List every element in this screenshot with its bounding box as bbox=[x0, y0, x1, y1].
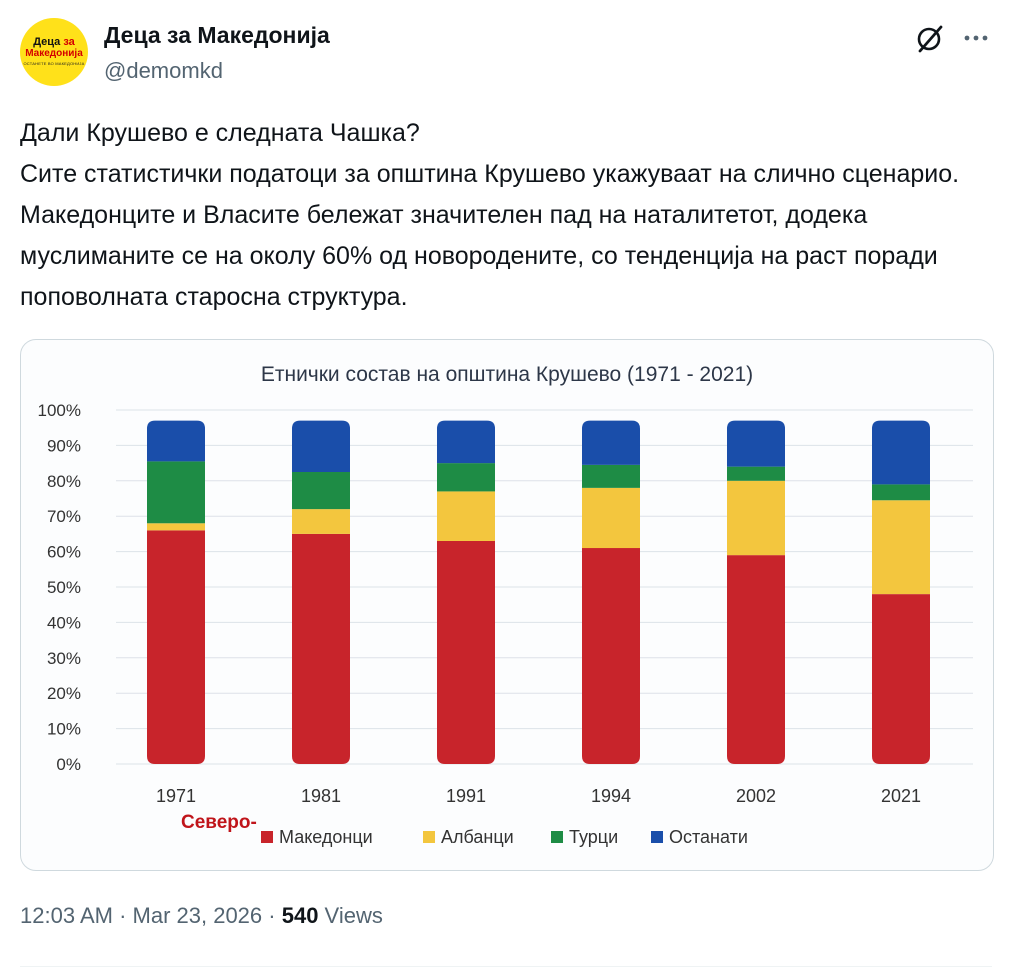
tweet-text-line-1: Дали Крушево е следната Чашка? bbox=[20, 119, 420, 147]
bar-segment bbox=[437, 491, 495, 541]
x-tick-label: 2021 bbox=[881, 786, 921, 806]
y-tick-label: 100% bbox=[38, 401, 81, 420]
bar-segment bbox=[872, 500, 930, 595]
author-handle[interactable]: @demomkd bbox=[104, 58, 223, 83]
tweet-text-paragraph-2: Сите статистички податоци за општина Кру… bbox=[20, 160, 960, 311]
bar-segment bbox=[582, 487, 640, 549]
bar-segment bbox=[147, 530, 205, 764]
bar-segment bbox=[147, 523, 205, 531]
y-tick-label: 70% bbox=[47, 507, 81, 526]
bar-segment bbox=[582, 464, 640, 488]
views-count[interactable]: 540 bbox=[281, 903, 319, 928]
bar-segment bbox=[872, 420, 930, 485]
legend-label: Останати bbox=[669, 827, 748, 847]
x-tick-label: 1994 bbox=[591, 786, 631, 806]
divider bbox=[20, 966, 992, 967]
bar-segment bbox=[147, 461, 205, 524]
more-icon[interactable] bbox=[958, 20, 994, 56]
chart-svg: Етнички состав на општина Крушево (1971 … bbox=[38, 363, 973, 847]
legend-swatch bbox=[261, 831, 273, 843]
bar-segment bbox=[582, 420, 640, 465]
tweet-date[interactable]: Mar 23, 2026 bbox=[132, 903, 263, 928]
bar-segment bbox=[292, 420, 350, 472]
legend-swatch bbox=[551, 831, 563, 843]
bar-segment bbox=[437, 463, 495, 492]
x-tick-label: 1981 bbox=[301, 786, 341, 806]
x-tick-label: 1971 bbox=[156, 786, 196, 806]
avatar-logo-line2: Македонија bbox=[25, 48, 83, 59]
meta-separator: · bbox=[112, 903, 133, 928]
bar-segment bbox=[437, 420, 495, 464]
y-tick-label: 30% bbox=[47, 649, 81, 668]
bar-segment bbox=[727, 555, 785, 764]
tweet-text: Дали Крушево е следната Чашка? Сите стат… bbox=[20, 113, 995, 318]
legend-label: Македонци bbox=[279, 827, 373, 847]
legend-label: Албанци bbox=[441, 827, 514, 847]
y-tick-label: 10% bbox=[47, 720, 81, 739]
bar-segment bbox=[292, 509, 350, 534]
avatar[interactable]: Деца за Македонија ОСТАНЕТЕ ВО МАКЕДОНИЈ… bbox=[20, 18, 88, 86]
y-tick-label: 80% bbox=[47, 472, 81, 491]
bar-segment bbox=[292, 533, 350, 764]
avatar-logo-line1: Деца за bbox=[33, 36, 75, 48]
meta-separator: · bbox=[262, 903, 282, 928]
chart-title: Етнички состав на општина Крушево (1971 … bbox=[261, 363, 753, 386]
x-tick-label: 2002 bbox=[736, 786, 776, 806]
y-tick-label: 20% bbox=[47, 684, 81, 703]
author-display-name[interactable]: Деца за Македонија bbox=[104, 22, 330, 48]
bar-segment bbox=[727, 480, 785, 556]
y-tick-label: 90% bbox=[47, 436, 81, 455]
y-tick-label: 40% bbox=[47, 613, 81, 632]
tweet-time[interactable]: 12:03 AM bbox=[20, 903, 113, 928]
avatar-logo-line3: ОСТАНЕТЕ ВО МАКЕДОНИЈА bbox=[23, 61, 85, 66]
y-tick-label: 60% bbox=[47, 543, 81, 562]
bar-segment bbox=[582, 548, 640, 764]
legend-swatch bbox=[423, 831, 435, 843]
tweet-meta: 12:03 AM · Mar 23, 2026 · 540 Views bbox=[20, 903, 383, 929]
tweet-image-chart[interactable]: Етнички состав на општина Крушево (1971 … bbox=[20, 339, 994, 871]
chart-annotation: Северо- bbox=[181, 812, 257, 833]
bar-segment bbox=[872, 594, 930, 764]
x-tick-label: 1991 bbox=[446, 786, 486, 806]
bar-segment bbox=[727, 420, 785, 467]
grok-icon[interactable] bbox=[912, 20, 948, 56]
legend-label: Турци bbox=[569, 827, 618, 847]
bar-segment bbox=[147, 420, 205, 462]
bar-segment bbox=[727, 466, 785, 481]
bar-segment bbox=[872, 484, 930, 501]
bar-segment bbox=[437, 540, 495, 764]
views-label: Views bbox=[318, 903, 383, 928]
bar-segment bbox=[292, 471, 350, 510]
legend-swatch bbox=[651, 831, 663, 843]
y-tick-label: 50% bbox=[47, 578, 81, 597]
y-tick-label: 0% bbox=[56, 755, 81, 774]
